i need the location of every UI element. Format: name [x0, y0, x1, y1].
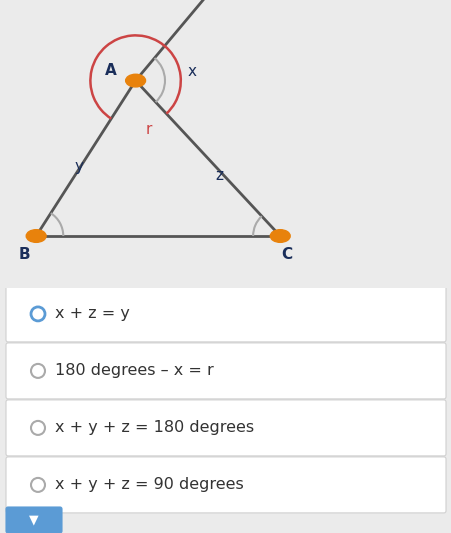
- Text: C: C: [281, 247, 292, 262]
- Text: x + z = y: x + z = y: [55, 306, 129, 321]
- FancyBboxPatch shape: [6, 343, 445, 399]
- Text: 180 degrees – x = r: 180 degrees – x = r: [55, 364, 213, 378]
- Circle shape: [270, 230, 290, 243]
- FancyBboxPatch shape: [6, 507, 62, 533]
- Text: x: x: [187, 64, 196, 79]
- Text: r: r: [146, 122, 152, 137]
- FancyBboxPatch shape: [6, 286, 445, 342]
- Text: B: B: [19, 247, 31, 262]
- Text: z: z: [215, 168, 223, 183]
- Text: x + y + z = 180 degrees: x + y + z = 180 degrees: [55, 421, 253, 435]
- FancyBboxPatch shape: [6, 457, 445, 513]
- Text: A: A: [105, 63, 116, 78]
- Circle shape: [26, 230, 46, 243]
- Text: ▼: ▼: [29, 513, 39, 527]
- FancyBboxPatch shape: [6, 400, 445, 456]
- Circle shape: [125, 74, 145, 87]
- Text: x + y + z = 90 degrees: x + y + z = 90 degrees: [55, 478, 243, 492]
- Text: y: y: [74, 159, 83, 174]
